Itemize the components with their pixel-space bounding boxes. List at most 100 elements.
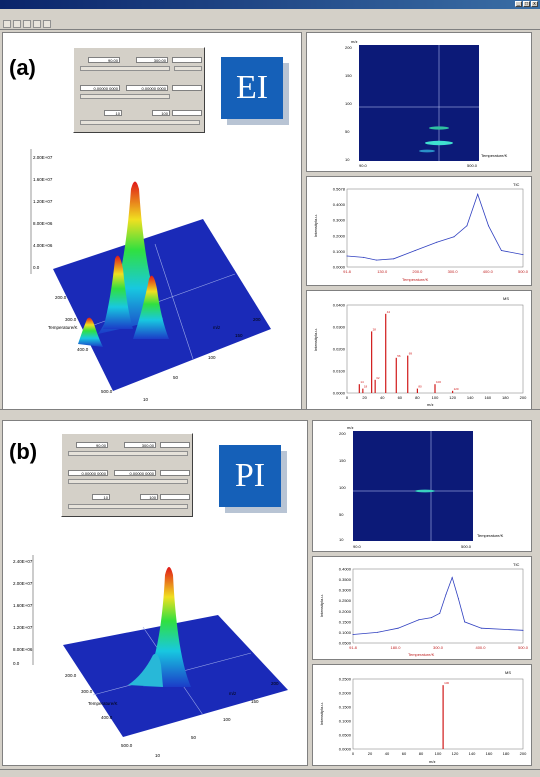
mz-tick: 50: [191, 735, 197, 740]
tic-point: [375, 259, 377, 261]
mz-unit-select[interactable]: [172, 110, 202, 116]
tic-x-tick: 200.0: [412, 269, 423, 274]
close-button[interactable]: x: [531, 1, 538, 7]
heatmap-y-tick: 100: [345, 101, 352, 106]
mode-badge-a: EI: [221, 57, 283, 119]
ms-x-tick: 80: [419, 751, 424, 756]
z-tick: 1.60E+07: [33, 177, 53, 182]
surface-peak-2: [103, 255, 133, 329]
z-tick: 0.0: [13, 661, 20, 666]
ms-x-tick: 100: [432, 395, 439, 400]
temp-slider-2[interactable]: [174, 66, 202, 71]
ms-y-tick: 0.2000: [339, 691, 352, 696]
mz-max-field[interactable]: 100: [140, 494, 158, 500]
tic-point: [522, 629, 524, 631]
panel-a: (a) 90.00 300.00 0.00000 0000 0.00000 00…: [0, 30, 540, 420]
ms-peak-label: 14: [360, 380, 364, 384]
tic-y-tick: 0.4000: [339, 567, 352, 572]
ms-x-tick: 200: [520, 751, 527, 756]
mz-axis-label: m/z: [213, 325, 221, 330]
temp-tick: 300.0: [65, 317, 77, 322]
z-tick: 2.00E+07: [33, 155, 53, 160]
intensity-min-field[interactable]: 0.00000 0000: [80, 85, 120, 91]
cursor-icon[interactable]: [33, 20, 41, 28]
tic-x-label: Temperature/K: [408, 652, 435, 657]
tic-point: [393, 258, 395, 260]
heatmap-spot: [419, 149, 435, 153]
temp-min-field[interactable]: 90.00: [88, 57, 120, 63]
temp-max-field[interactable]: 300.00: [136, 57, 168, 63]
tic-point: [480, 627, 482, 629]
window-controls: _ □ x: [515, 1, 538, 7]
ms-x-tick: 40: [385, 751, 390, 756]
heatmap-pane-a: m/z 200 150 100 50 10 90.0 500.0 Tempera…: [306, 32, 532, 172]
mz-slider[interactable]: [68, 504, 188, 509]
intensity-unit-select[interactable]: [160, 470, 190, 476]
unit-select[interactable]: [172, 57, 202, 63]
plot-frame: [352, 568, 524, 644]
maximize-button[interactable]: □: [523, 1, 530, 7]
mz-max-field[interactable]: 100: [152, 110, 170, 116]
plot-frame: [346, 188, 524, 268]
intensity-max-field[interactable]: 0.00000 0000: [126, 85, 168, 91]
temp-slider[interactable]: [68, 451, 188, 456]
heatmap-field: [353, 431, 473, 541]
mz-min-field[interactable]: 10: [92, 494, 110, 500]
zoom-icon[interactable]: [43, 20, 51, 28]
mz-slider[interactable]: [80, 120, 200, 125]
ms-pane-a: MS Intensity/a.u. m/z 14 18 28 32 44 56 69 80 10…: [306, 290, 532, 410]
heatmap-x-min: 90.0: [353, 544, 362, 549]
tic-point: [466, 225, 468, 227]
temp-tick: 500.0: [121, 743, 133, 748]
ms-x-tick: 60: [398, 395, 403, 400]
minimize-button[interactable]: _: [515, 1, 522, 7]
ms-x-tick: 0: [346, 395, 349, 400]
intensity-slider[interactable]: [68, 479, 188, 484]
tic-point: [376, 631, 378, 633]
intensity-unit-select[interactable]: [172, 85, 202, 91]
unit-select[interactable]: [160, 442, 190, 448]
tic-chart-a: TIC Intensity/a.u. Temperature/K 0.5678 0…: [313, 182, 529, 282]
save-icon[interactable]: [13, 20, 21, 28]
ms-peak-label: 80: [418, 385, 422, 389]
tic-line: [352, 576, 524, 635]
tic-point: [346, 255, 348, 257]
ms-y-tick: 0.0400: [333, 303, 346, 308]
tic-point: [488, 225, 490, 227]
tic-y-tick: 0.2000: [333, 233, 346, 238]
temp-tick: 500.0: [101, 389, 113, 394]
ms-y-tick: 0.2500: [339, 677, 352, 682]
ms-x-tick: 140: [469, 751, 476, 756]
ms-chart-b: MS Intensity/a.u. m/z 106 0.2500 0.2000 0.1…: [319, 670, 527, 764]
temp-slider[interactable]: [80, 66, 170, 71]
ms-x-tick: 20: [368, 751, 373, 756]
tic-x-tick: 91.8: [349, 645, 358, 650]
ms-peak-label: 56: [397, 354, 401, 358]
temp-min-field[interactable]: 90.00: [76, 442, 108, 448]
tic-pane-a: TIC Intensity/a.u. Temperature/K 0.5678 0…: [306, 176, 532, 286]
intensity-max-field[interactable]: 0.00000 0000: [114, 470, 156, 476]
heatmap-spot: [429, 126, 449, 130]
mz-tick: 200: [253, 317, 261, 322]
heatmap-spot: [425, 140, 453, 146]
print-icon[interactable]: [23, 20, 31, 28]
open-icon[interactable]: [3, 20, 11, 28]
tic-point: [436, 241, 438, 243]
tic-point: [445, 593, 447, 595]
mz-unit-select[interactable]: [160, 494, 190, 500]
temp-max-field[interactable]: 300.00: [124, 442, 156, 448]
heatmap-y-tick: 200: [339, 431, 346, 436]
mz-min-field[interactable]: 10: [104, 110, 122, 116]
ms-x-tick: 120: [452, 751, 459, 756]
intensity-slider[interactable]: [80, 94, 170, 99]
surface-plot-b: 2.40E+07 2.00E+07 1.60E+07 1.20E+07 8.00…: [13, 555, 288, 758]
ms-x-tick: 60: [402, 751, 407, 756]
tic-title: TIC: [513, 562, 520, 567]
intensity-min-field[interactable]: 0.00000 0000: [68, 470, 108, 476]
temp-tick: 300.0: [81, 689, 93, 694]
tic-point: [457, 598, 459, 600]
heatmap-x-min: 90.0: [359, 163, 368, 168]
tic-y-label: Intensity/a.u.: [313, 214, 318, 237]
tic-x-tick: 500.0: [518, 269, 529, 274]
grid-line: [154, 243, 194, 360]
